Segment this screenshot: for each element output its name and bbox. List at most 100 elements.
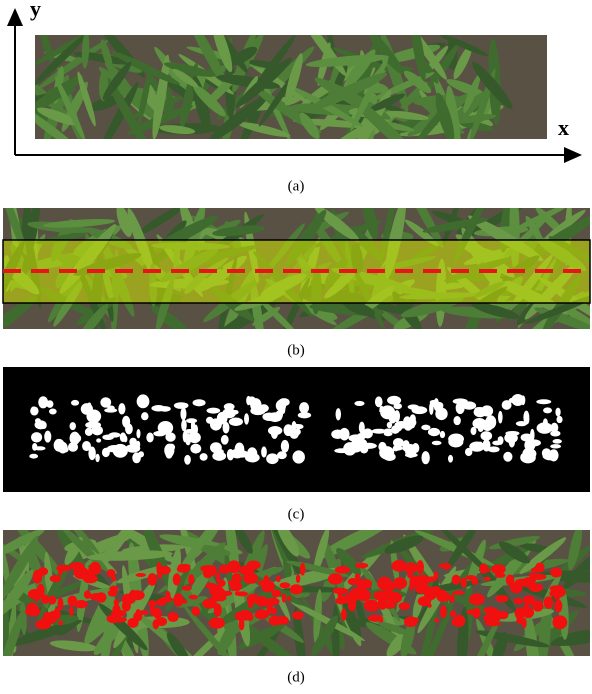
detected-pixel: [491, 564, 506, 574]
detected-pixel: [173, 593, 183, 607]
foreground-pixel: [481, 431, 493, 440]
foreground-pixel: [244, 413, 249, 424]
foreground-pixel: [49, 409, 57, 415]
foreground-pixel: [498, 437, 503, 441]
detected-pixel: [209, 617, 225, 628]
detected-pixel: [147, 573, 157, 586]
foreground-pixel: [295, 424, 303, 429]
foreground-pixel: [146, 433, 153, 443]
foreground-pixel: [462, 401, 476, 409]
foreground-pixel: [109, 432, 121, 437]
foreground-pixel: [129, 438, 137, 446]
detected-pixel: [33, 570, 43, 584]
foreground-pixel: [276, 400, 286, 412]
foreground-pixel: [380, 405, 395, 419]
foreground-pixel: [159, 406, 171, 412]
panel-a: y x (a): [15, 0, 580, 194]
detected-pixel: [483, 577, 490, 581]
detected-pixel: [522, 617, 527, 628]
detected-pixel: [339, 566, 346, 572]
foreground-pixel: [448, 436, 463, 447]
foreground-pixel: [235, 443, 245, 457]
detected-pixel: [483, 607, 497, 614]
detected-pixel: [544, 596, 554, 609]
foreground-pixel: [184, 455, 191, 465]
detected-pixel: [153, 619, 160, 629]
panel-d: [0, 501, 592, 690]
detected-pixel: [216, 571, 220, 583]
foreground-pixel: [38, 396, 48, 408]
foreground-pixel: [336, 408, 341, 420]
detected-pixel: [300, 563, 306, 576]
detected-pixel: [290, 584, 303, 594]
detected-pixel: [461, 577, 467, 587]
foreground-pixel: [503, 452, 512, 462]
detected-pixel: [427, 576, 437, 581]
detected-pixel: [112, 604, 120, 614]
foreground-pixel: [61, 447, 68, 453]
foreground-pixel: [68, 442, 78, 452]
detected-pixel: [239, 618, 245, 630]
detected-pixel: [549, 591, 554, 597]
detected-pixel: [83, 574, 98, 583]
detected-pixel: [266, 598, 280, 606]
detected-pixel: [442, 563, 451, 570]
detected-pixel: [416, 577, 425, 591]
foreground-pixel: [137, 394, 150, 408]
foreground-pixel: [448, 455, 453, 463]
detected-pixel: [69, 606, 73, 616]
foreground-pixel: [435, 408, 447, 421]
x-axis-label: x: [558, 115, 569, 140]
detected-pixel: [292, 611, 303, 620]
foreground-pixel: [200, 453, 208, 461]
detected-pixel: [333, 588, 348, 595]
foreground-pixel: [474, 407, 482, 412]
foreground-pixel: [71, 400, 79, 406]
foreground-pixel: [29, 454, 38, 459]
panel-c: [3, 367, 590, 492]
detected-pixel: [352, 594, 356, 604]
foreground-pixel: [193, 399, 206, 406]
detected-pixel: [50, 575, 61, 582]
foreground-pixel: [298, 412, 311, 418]
detected-pixel: [407, 571, 413, 579]
foreground-pixel: [421, 425, 430, 431]
detected-pixel: [84, 590, 91, 599]
foreground-pixel: [224, 403, 235, 410]
detected-pixel: [153, 608, 161, 619]
foreground-pixel: [262, 412, 276, 421]
foreground-pixel: [165, 432, 175, 441]
foreground-pixel: [70, 422, 76, 430]
detected-pixel: [250, 564, 256, 570]
foreground-pixel: [292, 421, 297, 430]
detected-pixel: [379, 618, 383, 622]
foreground-pixel: [34, 446, 45, 450]
foreground-pixel: [523, 411, 529, 425]
foreground-pixel: [136, 429, 140, 438]
detected-pixel: [356, 579, 366, 590]
foreground-pixel: [384, 453, 396, 461]
foreground-pixel: [207, 408, 221, 414]
foreground-pixel: [268, 426, 282, 435]
detected-pixel: [440, 605, 447, 618]
detected-pixel: [236, 591, 248, 596]
foreground-pixel: [183, 431, 188, 443]
foreground-pixel: [190, 444, 201, 454]
foreground-pixel: [86, 410, 101, 424]
detected-pixel: [53, 608, 60, 620]
foreground-pixel: [292, 450, 304, 463]
foreground-pixel: [502, 400, 512, 410]
detected-pixel: [383, 602, 395, 609]
foreground-pixel: [229, 418, 243, 426]
detected-pixel: [227, 560, 240, 573]
detected-pixel: [441, 592, 451, 601]
foreground-pixel: [44, 431, 51, 443]
foreground-pixel: [408, 404, 419, 409]
detected-pixel: [279, 582, 290, 588]
detected-pixel: [202, 599, 217, 609]
detected-pixel: [115, 601, 119, 605]
detected-pixel: [247, 594, 260, 604]
detected-pixel: [466, 575, 477, 580]
foreground-pixel: [259, 404, 269, 412]
foreground-pixel: [498, 411, 503, 424]
